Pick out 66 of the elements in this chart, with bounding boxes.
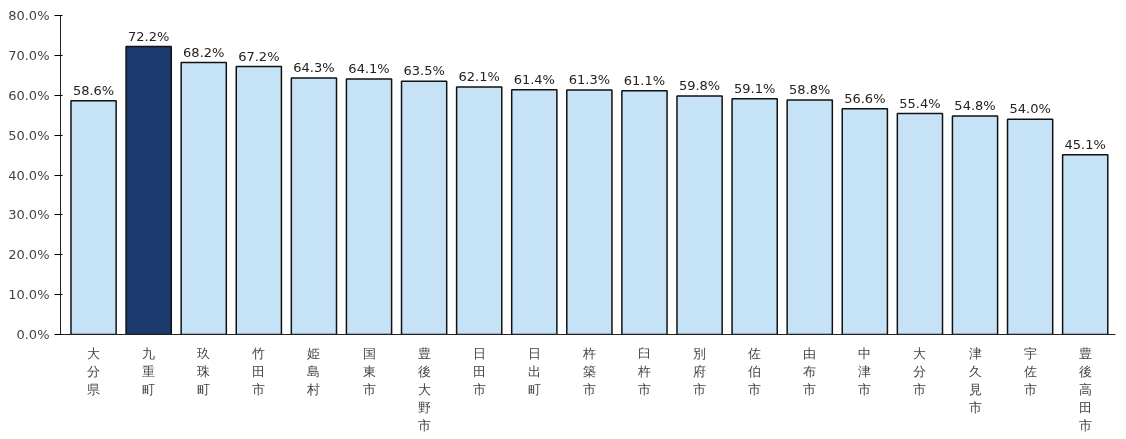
x-tick-label: 別府市 [693, 345, 707, 397]
x-tick-label: 豊後大野市 [417, 345, 431, 433]
bar [180, 61, 228, 335]
y-tick-label: 80.0% [8, 8, 50, 23]
x-tick-label: 中津市 [858, 345, 872, 397]
bar [70, 100, 117, 335]
data-label: 64.3% [293, 60, 335, 76]
bar [345, 78, 393, 335]
data-label: 58.6% [72, 82, 115, 98]
x-tick-label: 宇佐市 [1023, 345, 1037, 397]
y-tick-label: 50.0% [8, 127, 50, 143]
bar [896, 112, 944, 335]
data-label: 67.2% [238, 48, 280, 64]
x-tick-label: 津久見市 [968, 345, 982, 415]
data-label: 68.2% [183, 44, 225, 60]
data-label: 61.4% [513, 71, 555, 87]
data-label: 61.1% [623, 72, 666, 88]
x-tick-label: 竹田市 [252, 345, 266, 397]
data-label: 72.2% [128, 28, 170, 44]
bar [731, 98, 778, 335]
data-label: 54.0% [1009, 101, 1051, 117]
y-tick-label: 40.0% [8, 167, 50, 183]
x-tick-label: 大分県 [87, 345, 101, 397]
data-label: 64.1% [348, 60, 390, 76]
bar [951, 115, 999, 335]
bar [1006, 118, 1054, 335]
data-label: 59.8% [678, 78, 721, 94]
y-tick-label: 20.0% [8, 247, 50, 263]
data-label: 61.3% [568, 72, 611, 88]
bar [566, 89, 613, 335]
data-label: 62.1% [458, 68, 500, 84]
bar [621, 90, 668, 335]
y-tick-label: 0.0% [16, 327, 50, 342]
data-label: 45.1% [1064, 136, 1106, 152]
x-tick-label: 由布市 [803, 345, 817, 397]
bar [786, 99, 834, 335]
bar [676, 95, 723, 335]
x-tick-label: 国東市 [362, 345, 376, 397]
x-tick-label: 豊後高田市 [1078, 345, 1092, 433]
data-label: 56.6% [844, 90, 886, 106]
bar [455, 86, 503, 335]
bar [510, 88, 558, 335]
data-label: 55.4% [899, 95, 941, 111]
data-label: 59.1% [734, 80, 776, 96]
x-tick-label: 日田市 [472, 345, 486, 397]
bar [1061, 153, 1109, 335]
x-tick-label: 臼杵市 [636, 345, 651, 397]
x-tick-label: 日出町 [527, 345, 541, 397]
data-label: 63.5% [403, 63, 445, 79]
bar [235, 65, 283, 335]
bar [290, 77, 338, 335]
x-tick-label: 大分市 [913, 345, 927, 397]
bar [125, 45, 172, 335]
bar [841, 108, 889, 335]
y-tick-label: 10.0% [8, 287, 50, 303]
x-tick-label: 九重町 [142, 345, 156, 397]
bar [400, 80, 448, 335]
data-label: 54.8% [954, 97, 996, 113]
x-tick-label: 玖珠町 [197, 345, 211, 397]
x-tick-label: 佐伯市 [747, 345, 762, 397]
y-tick-label: 30.0% [8, 207, 50, 223]
y-tick-label: 70.0% [8, 47, 50, 63]
x-tick-label: 杵築市 [581, 345, 596, 397]
y-tick-label: 60.0% [8, 87, 50, 103]
x-tick-label: 姫島村 [306, 345, 321, 397]
data-label: 58.8% [789, 82, 831, 98]
